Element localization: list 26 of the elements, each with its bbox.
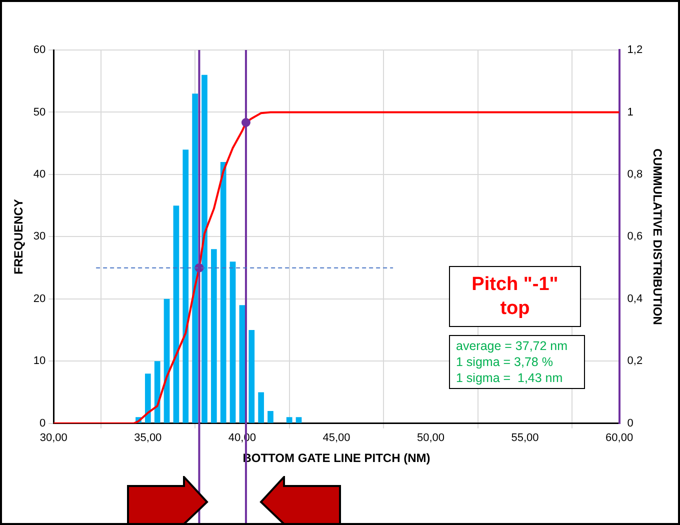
y-tick-label: 60 bbox=[33, 44, 46, 56]
y-tick-label: 30 bbox=[33, 230, 46, 243]
annotation: 1 sigma = 3,78 % bbox=[456, 354, 554, 370]
x-tick-label: 50,00 bbox=[416, 432, 445, 444]
y2-tick-label: 0,6 bbox=[627, 230, 643, 243]
y2-tick-label: 0,4 bbox=[627, 292, 643, 305]
y2-axis-title: CUMMULATIVE DISTRIBUTION bbox=[650, 148, 664, 325]
x-tick-label: 45,00 bbox=[322, 432, 350, 444]
y-axis-title: FREQUENCY bbox=[12, 199, 26, 274]
y2-tick-label: 0 bbox=[627, 417, 634, 430]
y2-tick-label: 1,2 bbox=[627, 44, 643, 56]
x-tick-label: 30,00 bbox=[40, 432, 68, 444]
annotation: 1 sigma = 1,43 nm bbox=[456, 370, 564, 386]
y-tick-label: 10 bbox=[33, 355, 46, 368]
y-tick-label: 50 bbox=[33, 106, 46, 118]
y-tick-label: 20 bbox=[33, 292, 46, 305]
y-tick-label: 0 bbox=[40, 417, 46, 430]
annotation: Pitch "-1" top bbox=[470, 272, 560, 320]
annotation: average = 37,72 nm bbox=[456, 338, 569, 354]
x-tick-label: 60,00 bbox=[606, 432, 634, 444]
y2-tick-label: 1 bbox=[627, 106, 634, 118]
y2-tick-label: 0,8 bbox=[627, 168, 643, 180]
x-tick-label: 35,00 bbox=[134, 432, 162, 444]
y-tick-label: 40 bbox=[33, 168, 46, 180]
x-tick-label: 55,00 bbox=[511, 432, 539, 444]
y2-tick-label: 0,2 bbox=[627, 355, 643, 368]
